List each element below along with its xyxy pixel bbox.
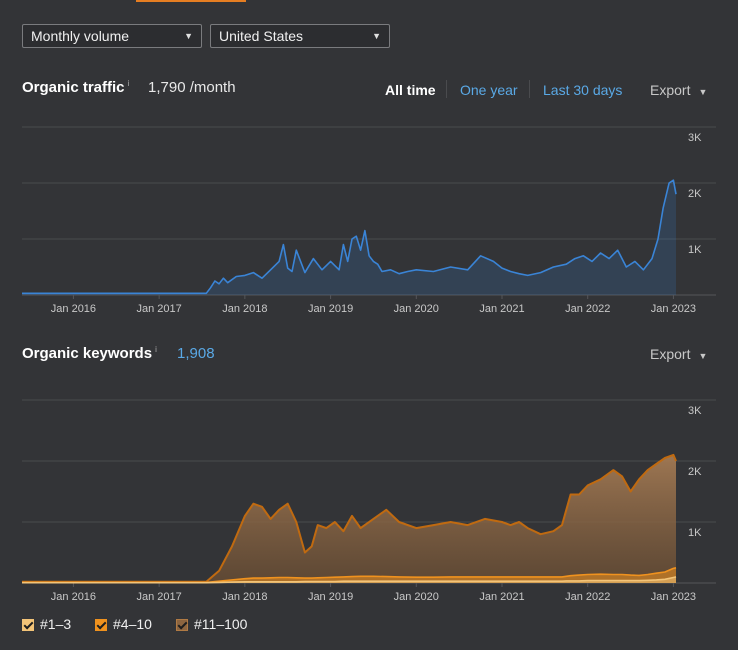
- organic-keywords-value[interactable]: 1,908: [177, 345, 215, 362]
- organic-traffic-title: Organic traffic i: [22, 79, 129, 96]
- organic-keywords-chart: 3K 2K 1K Jan 2016 Jan 2017 Jan 2018 Jan 2019 Ja…: [22, 399, 716, 603]
- y-tick-label: 3K: [688, 132, 702, 144]
- traffic-export-label: Export: [650, 82, 691, 98]
- organic-traffic-value: 1,790 /month: [148, 79, 236, 96]
- x-tick-label: Jan 2023: [651, 591, 696, 603]
- country-dropdown-label: United States: [219, 28, 304, 44]
- keywords-top3-line: [22, 576, 677, 584]
- y-tick-label: 1K: [688, 527, 702, 539]
- x-tick-label: Jan 2021: [479, 303, 524, 315]
- x-tick-label: Jan 2020: [394, 591, 439, 603]
- x-tick-label: Jan 2016: [51, 591, 96, 603]
- chevron-down-icon: ▼: [184, 31, 193, 41]
- organic-traffic-chart: 3K 2K 1K Jan 2016 Jan 2017 Jan 2018 Jan 2019 Ja…: [22, 126, 716, 315]
- volume-dropdown[interactable]: Monthly volume ▼: [22, 24, 202, 48]
- x-tick-label: Jan 2017: [137, 591, 182, 603]
- x-tick-label: Jan 2019: [308, 591, 353, 603]
- traffic-export-button[interactable]: Export ▼: [650, 82, 707, 98]
- range-divider: [446, 80, 447, 98]
- range-one-year[interactable]: One year: [460, 82, 518, 98]
- organic-keywords-title: Organic keywords i: [22, 345, 157, 362]
- keywords-11-100-area: [22, 454, 676, 583]
- chevron-down-icon: ▼: [698, 351, 708, 361]
- x-tick-label: Jan 2020: [394, 303, 439, 315]
- range-divider: [529, 80, 530, 98]
- legend-11-100[interactable]: #11–100: [176, 616, 247, 634]
- range-all-time[interactable]: All time: [385, 82, 436, 98]
- legend-4-10[interactable]: #4–10: [95, 616, 152, 634]
- legend-11-100-label: #11–100: [194, 616, 248, 632]
- organic-keywords-title-text: Organic keywords: [22, 345, 153, 362]
- legend-top3[interactable]: #1–3: [22, 616, 71, 634]
- info-icon[interactable]: i: [155, 345, 157, 354]
- info-icon[interactable]: i: [127, 79, 130, 88]
- chevron-down-icon: ▼: [698, 87, 708, 97]
- volume-dropdown-label: Monthly volume: [31, 28, 130, 44]
- x-tick-label: Jan 2016: [51, 303, 96, 315]
- range-last-30-days[interactable]: Last 30 days: [543, 82, 623, 98]
- checkbox-icon: [176, 619, 188, 631]
- y-tick-label: 1K: [688, 244, 702, 256]
- y-tick-label: 3K: [688, 405, 702, 417]
- x-tick-label: Jan 2018: [222, 303, 267, 315]
- keywords-export-label: Export: [650, 346, 691, 362]
- legend-4-10-label: #4–10: [113, 616, 152, 632]
- y-tick-label: 2K: [688, 466, 702, 478]
- x-tick-label: Jan 2022: [565, 591, 610, 603]
- keywords-11-100-line: [22, 453, 677, 583]
- keywords-4-10-area: [22, 567, 676, 583]
- x-tick-label: Jan 2023: [651, 303, 696, 315]
- chevron-down-icon: ▼: [372, 31, 381, 41]
- x-tick-label: Jan 2021: [479, 591, 524, 603]
- x-tick-label: Jan 2019: [308, 303, 353, 315]
- y-tick-label: 2K: [688, 188, 702, 200]
- checkbox-icon: [95, 619, 107, 631]
- traffic-line: [22, 179, 677, 295]
- organic-traffic-title-text: Organic traffic: [22, 79, 125, 96]
- keywords-4-10-line: [22, 567, 677, 584]
- x-tick-label: Jan 2022: [565, 303, 610, 315]
- x-tick-label: Jan 2017: [137, 303, 182, 315]
- x-tick-label: Jan 2018: [222, 591, 267, 603]
- checkbox-icon: [22, 619, 34, 631]
- traffic-area: [22, 180, 676, 295]
- legend-top3-label: #1–3: [40, 616, 72, 632]
- country-dropdown[interactable]: United States ▼: [210, 24, 390, 48]
- active-tab-indicator: [136, 0, 246, 2]
- keywords-export-button[interactable]: Export ▼: [650, 346, 707, 362]
